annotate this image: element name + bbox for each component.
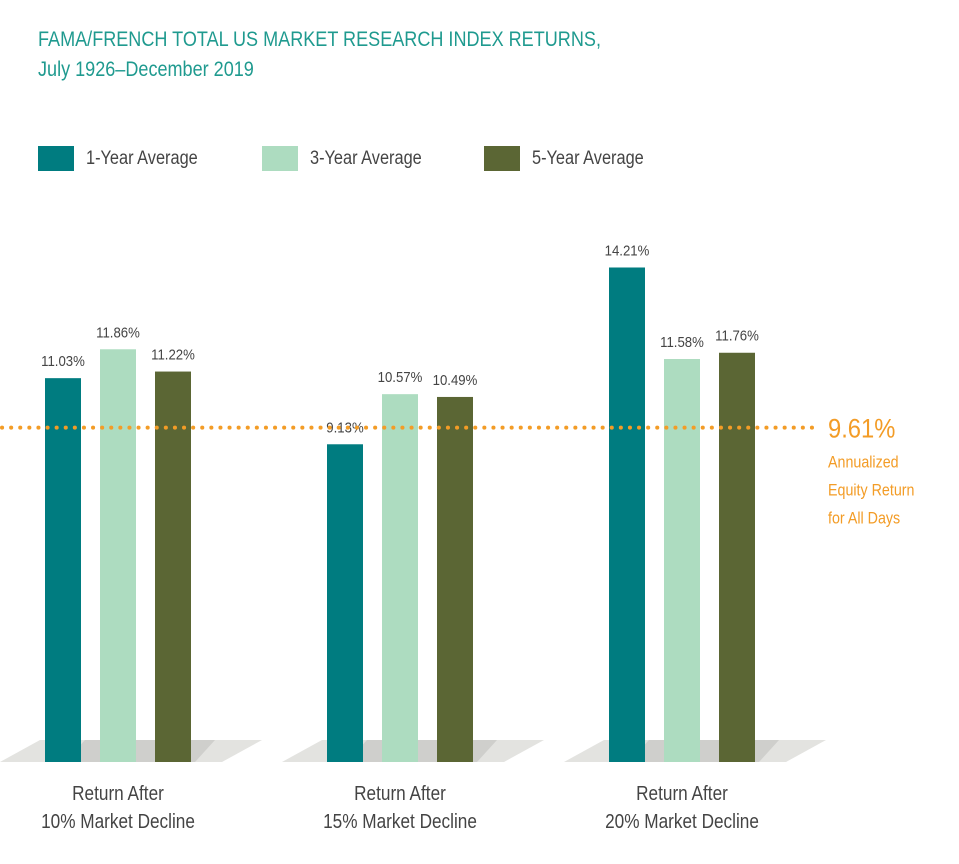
chart-subtitle: July 1926–December 2019 <box>38 58 254 81</box>
bar-5-year-average <box>437 396 473 762</box>
bar-1-year-average <box>327 444 363 762</box>
bar-5-year-average <box>719 352 755 762</box>
legend-item-5-year: 5-Year Average <box>484 146 662 171</box>
bar-3-year-average <box>382 394 418 762</box>
reference-note: for All Days <box>828 509 900 527</box>
category-label: 20% Market Decline <box>605 810 759 833</box>
legend-item-3-year: 3-Year Average <box>262 146 440 171</box>
bar-1-year-average <box>609 267 645 762</box>
data-label: 11.22% <box>151 346 195 363</box>
category-label: Return After <box>354 782 446 805</box>
chart-title: FAMA/FRENCH TOTAL US MARKET RESEARCH IND… <box>38 28 601 51</box>
legend-label: 5-Year Average <box>532 147 644 169</box>
data-label: 11.58% <box>660 333 704 350</box>
data-label: 10.57% <box>378 368 423 385</box>
bar-3-year-average <box>664 359 700 762</box>
category-label: Return After <box>636 782 728 805</box>
floor-shadow-inner <box>65 740 215 762</box>
data-label: 11.86% <box>96 323 140 340</box>
data-label: 9.13% <box>326 418 364 435</box>
legend-swatch <box>38 146 74 171</box>
floor-shadow-inner <box>629 740 779 762</box>
legend-label: 3-Year Average <box>310 147 422 169</box>
reference-note: Annualized <box>828 453 899 471</box>
bar-3-year-average <box>100 349 136 762</box>
bar-5-year-average <box>155 371 191 762</box>
category-label: 10% Market Decline <box>41 810 195 833</box>
bar-1-year-average <box>45 378 81 762</box>
legend-label: 1-Year Average <box>86 147 198 169</box>
category-label: Return After <box>72 782 164 805</box>
legend-swatch <box>484 146 520 171</box>
legend-item-1-year: 1-Year Average <box>38 146 216 171</box>
floor-shadow-inner <box>347 740 497 762</box>
data-label: 11.03% <box>41 352 85 369</box>
data-label: 10.49% <box>433 371 478 388</box>
reference-note: Equity Return <box>828 481 914 499</box>
data-label: 14.21% <box>605 242 650 259</box>
category-label: 15% Market Decline <box>323 810 477 833</box>
legend-swatch <box>262 146 298 171</box>
reference-value-label: 9.61% <box>828 414 895 444</box>
data-label: 11.76% <box>715 327 759 344</box>
